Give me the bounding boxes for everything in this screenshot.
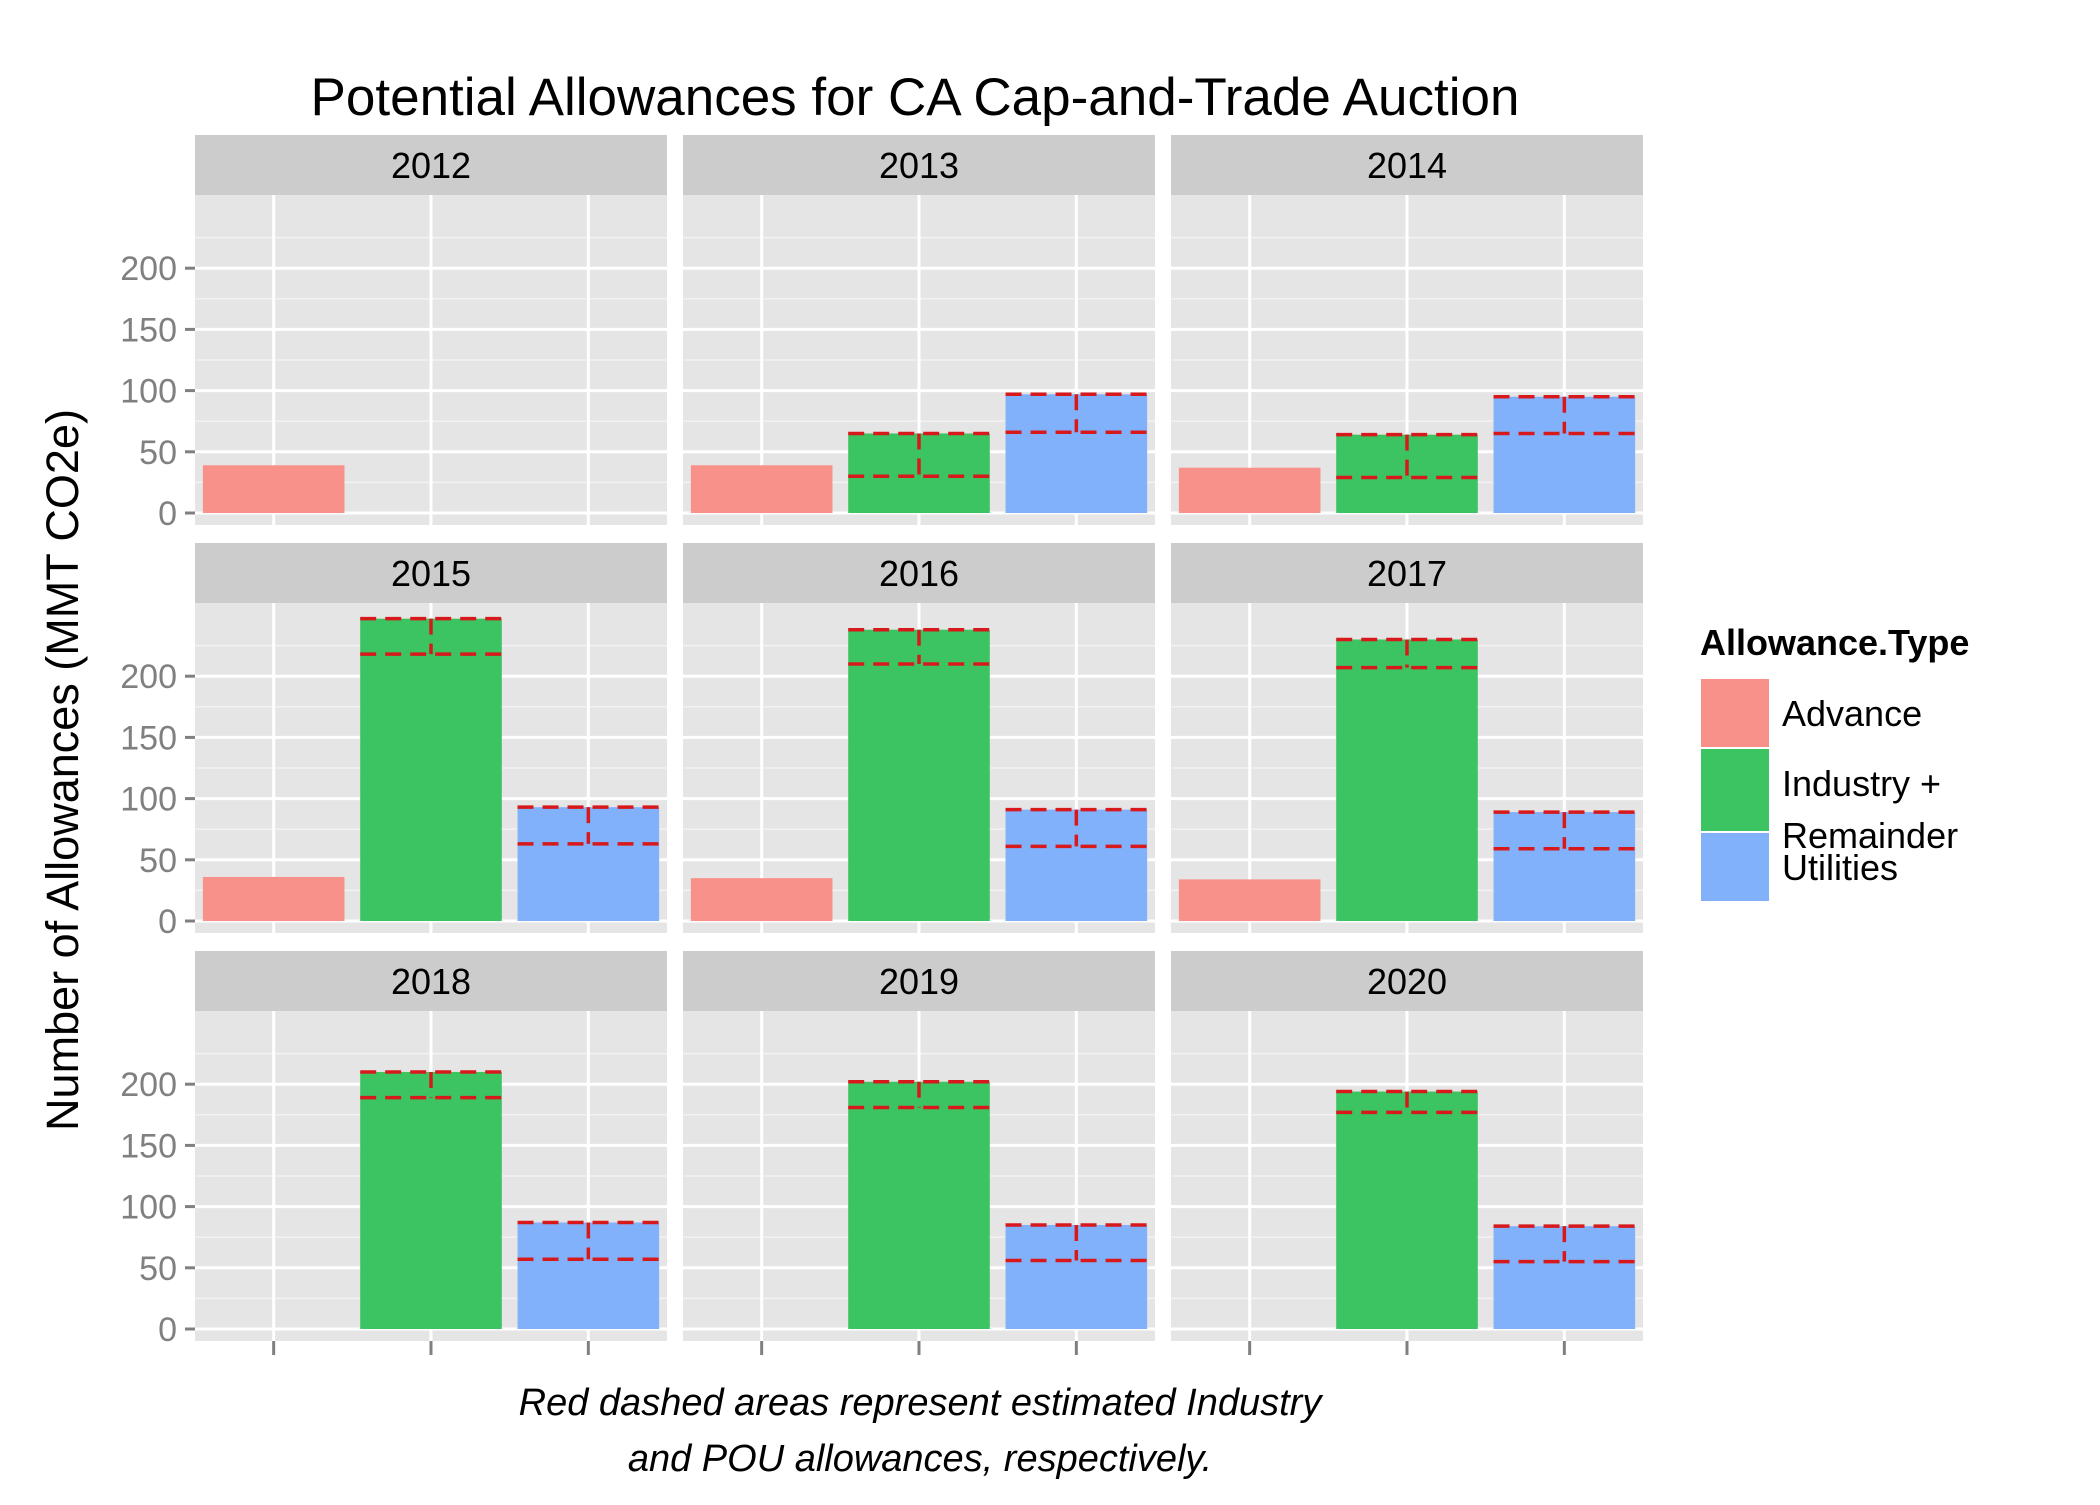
bar	[690, 878, 833, 921]
facet-strip	[195, 135, 667, 195]
y-tick-label: 50	[139, 434, 177, 472]
facet-strip	[195, 543, 667, 603]
y-tick-label: 50	[139, 1250, 177, 1288]
legend-key	[1699, 831, 1771, 903]
bar	[360, 618, 502, 921]
bar	[690, 465, 833, 513]
bar	[1178, 467, 1321, 513]
bar	[1005, 394, 1148, 513]
legend-key	[1699, 747, 1771, 833]
y-tick-label: 150	[120, 1127, 177, 1165]
caption-line-1: Red dashed areas represent estimated Ind…	[519, 1382, 1324, 1424]
facet-strip	[1171, 135, 1643, 195]
facet-strip-label: 2019	[879, 961, 959, 1002]
facet-strip	[1171, 543, 1643, 603]
y-tick-label: 50	[139, 842, 177, 880]
bar	[360, 1071, 502, 1329]
bar	[1005, 809, 1148, 921]
y-tick-label: 100	[120, 781, 177, 819]
bar	[517, 807, 660, 921]
y-tick-label: 150	[120, 311, 177, 349]
bar	[517, 1222, 660, 1329]
legend-label: Utilities	[1782, 847, 1898, 888]
y-tick-label: 200	[120, 658, 177, 696]
legend-label: Advance	[1782, 693, 1922, 734]
y-tick-label: 0	[158, 903, 177, 941]
legend-label: Industry +	[1782, 763, 1941, 804]
bar	[1493, 1226, 1636, 1329]
facet-strip-label: 2017	[1367, 553, 1447, 594]
facet-grid: 2012 0 50 100 150 200 2013 2014 2015 0 50 100 150 200…	[120, 135, 1643, 1355]
y-tick-label: 150	[120, 719, 177, 757]
facet-strip	[195, 951, 667, 1011]
facet-strip-label: 2013	[879, 145, 959, 186]
facet-strip	[683, 135, 1155, 195]
y-tick-label: 200	[120, 250, 177, 288]
bar	[1005, 1224, 1148, 1329]
facet-strip	[1171, 951, 1643, 1011]
bar	[202, 876, 345, 921]
facet-strip	[683, 543, 1155, 603]
bar	[1178, 879, 1321, 921]
caption-line-2: and POU allowances, respectively.	[628, 1438, 1212, 1480]
bar	[848, 1081, 990, 1329]
chart-title: Potential Allowances for CA Cap-and-Trad…	[311, 68, 1520, 127]
y-tick-label: 100	[120, 373, 177, 411]
facet-strip-label: 2014	[1367, 145, 1447, 186]
bar	[848, 629, 990, 921]
bar	[1336, 1091, 1478, 1329]
legend-label: Remainder	[1782, 815, 1958, 856]
bar	[1493, 396, 1636, 513]
legend-key	[1699, 677, 1771, 749]
bar	[202, 465, 345, 513]
bar	[1493, 812, 1636, 921]
facet-strip-label: 2012	[391, 145, 471, 186]
bar	[1336, 639, 1478, 921]
y-axis-label: Number of Allowances (MMT CO2e)	[37, 409, 88, 1131]
y-tick-label: 200	[120, 1066, 177, 1104]
facet-strip	[683, 951, 1155, 1011]
facet-strip-label: 2020	[1367, 961, 1447, 1002]
y-tick-label: 0	[158, 495, 177, 533]
y-tick-label: 100	[120, 1189, 177, 1227]
facet-strip-label: 2016	[879, 553, 959, 594]
y-tick-label: 0	[158, 1311, 177, 1349]
facet-strip-label: 2018	[391, 961, 471, 1002]
legend-title: Allowance.Type	[1700, 622, 1969, 663]
facet-strip-label: 2015	[391, 553, 471, 594]
